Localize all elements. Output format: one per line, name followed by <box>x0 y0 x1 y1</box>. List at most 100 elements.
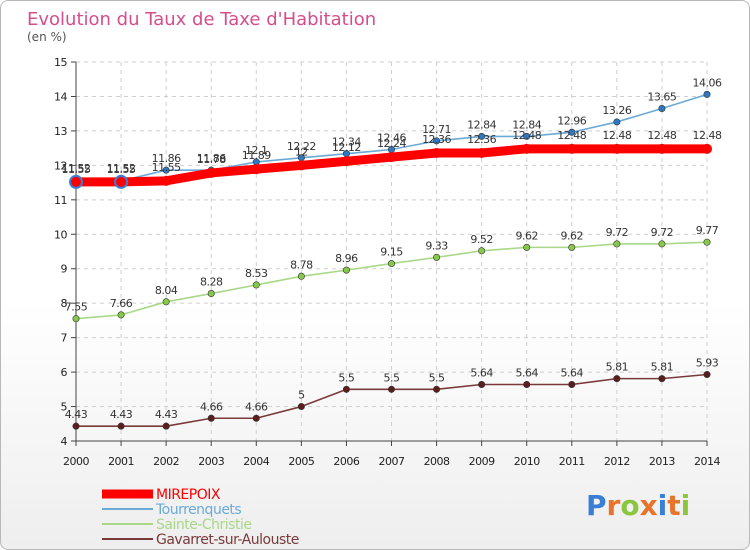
data-label-gavarret-sur-aulouste: 4.43 <box>110 408 133 421</box>
x-tick-label: 2005 <box>288 455 314 468</box>
data-label-sainte-christie: 9.33 <box>425 239 448 252</box>
data-label-sainte-christie: 9.72 <box>651 226 674 239</box>
y-tick-label: 10 <box>54 228 67 241</box>
data-label-sainte-christie: 8.78 <box>290 258 313 271</box>
logo-letter: x <box>639 489 658 522</box>
data-label-tourrenquets: 11.55 <box>62 163 91 176</box>
data-label-gavarret-sur-aulouste: 4.66 <box>245 400 268 413</box>
data-point-tourrenquets <box>478 132 486 140</box>
y-tick-label: 11 <box>54 194 67 207</box>
y-tick-label: 15 <box>54 56 67 69</box>
data-label-gavarret-sur-aulouste: 5.81 <box>651 361 674 374</box>
data-point-gavarret-sur-aulouste <box>342 385 350 393</box>
data-point-tourrenquets <box>568 128 576 136</box>
data-label-gavarret-sur-aulouste: 5.5 <box>338 371 354 384</box>
y-tick-label: 14 <box>54 90 67 103</box>
data-label-sainte-christie: 9.72 <box>606 226 629 239</box>
data-label-tourrenquets: 13.65 <box>647 91 676 104</box>
data-label-tourrenquets: 12.84 <box>467 118 496 131</box>
data-label-sainte-christie: 9.77 <box>696 224 719 237</box>
data-point-sainte-christie <box>387 260 395 268</box>
data-label-sainte-christie: 8.53 <box>245 267 268 280</box>
data-label-gavarret-sur-aulouste: 5.5 <box>429 371 445 384</box>
data-label-mirepoix: 12.12 <box>332 141 361 154</box>
data-point-gavarret-sur-aulouste <box>613 375 621 383</box>
data-point-mirepoix <box>296 160 307 171</box>
data-point-gavarret-sur-aulouste <box>478 380 486 388</box>
data-point-gavarret-sur-aulouste <box>162 422 170 430</box>
data-label-tourrenquets: 12.96 <box>557 114 586 127</box>
data-label-tourrenquets: 11.55 <box>107 163 136 176</box>
data-point-sainte-christie <box>72 315 80 323</box>
data-point-gavarret-sur-aulouste <box>117 422 125 430</box>
data-point-sainte-christie <box>342 266 350 274</box>
data-label-mirepoix: 12.48 <box>647 129 676 142</box>
legend-label-tourrenquets: Tourrenquets <box>155 502 241 518</box>
data-point-tourrenquets <box>703 90 711 98</box>
data-point-mirepoix <box>386 152 397 163</box>
x-tick-label: 2000 <box>63 455 89 468</box>
data-label-sainte-christie: 8.04 <box>155 284 178 297</box>
y-tick-label: 12 <box>54 159 67 172</box>
data-point-mirepoix <box>114 174 129 189</box>
data-label-gavarret-sur-aulouste: 5.81 <box>606 361 629 374</box>
data-point-mirepoix <box>656 143 667 154</box>
data-point-tourrenquets <box>523 132 531 140</box>
data-label-mirepoix: 12.24 <box>377 137 406 150</box>
data-point-gavarret-sur-aulouste <box>433 385 441 393</box>
data-label-sainte-christie: 8.96 <box>335 252 358 265</box>
data-label-gavarret-sur-aulouste: 4.43 <box>65 408 88 421</box>
data-point-sainte-christie <box>613 240 621 248</box>
data-point-sainte-christie <box>478 247 486 255</box>
axis-layer: 4 5 6 7 8 9 10 11 12 13 14 15 2000 2001 2002 2003 2004 20… <box>54 56 721 468</box>
data-point-tourrenquets <box>433 137 441 145</box>
data-label-sainte-christie: 9.52 <box>470 233 493 246</box>
x-tick-label: 2014 <box>694 455 720 468</box>
data-label-gavarret-sur-aulouste: 5.64 <box>515 366 538 379</box>
x-tick-label: 2011 <box>559 455 585 468</box>
logo-letter: t <box>667 489 681 522</box>
data-point-mirepoix <box>476 147 487 158</box>
data-point-mirepoix <box>206 167 217 178</box>
x-tick-label: 2012 <box>604 455 630 468</box>
data-label-tourrenquets: 11.86 <box>197 152 226 165</box>
logo-letter: P <box>586 489 607 522</box>
y-tick-label: 9 <box>61 263 68 276</box>
data-label-gavarret-sur-aulouste: 5.93 <box>696 357 719 370</box>
data-point-gavarret-sur-aulouste <box>297 403 305 411</box>
x-tick-label: 2008 <box>424 455 450 468</box>
data-point-gavarret-sur-aulouste <box>207 414 215 422</box>
data-label-tourrenquets: 14.06 <box>693 76 722 89</box>
data-label-mirepoix: 12.36 <box>422 133 451 146</box>
data-label-sainte-christie: 7.66 <box>110 297 133 310</box>
x-tick-label: 2013 <box>649 455 675 468</box>
x-tick-label: 2002 <box>153 455 179 468</box>
data-point-sainte-christie <box>207 290 215 298</box>
data-label-sainte-christie: 9.62 <box>515 229 538 242</box>
data-point-mirepoix <box>251 164 262 175</box>
data-point-sainte-christie <box>658 240 666 248</box>
data-label-gavarret-sur-aulouste: 5.64 <box>561 366 584 379</box>
x-tick-label: 2009 <box>469 455 495 468</box>
data-point-sainte-christie <box>703 238 711 246</box>
data-label-mirepoix: 11.55 <box>152 161 181 174</box>
data-label-sainte-christie: 7.55 <box>65 301 88 314</box>
data-label-sainte-christie: 8.28 <box>200 276 223 289</box>
data-point-mirepoix <box>69 174 83 189</box>
data-label-mirepoix: 12.48 <box>557 129 586 142</box>
data-label-mirepoix: 11.52 <box>107 162 136 175</box>
data-label-gavarret-sur-aulouste: 5.64 <box>470 366 493 379</box>
data-label-mirepoix: 11.89 <box>242 149 271 162</box>
data-label-tourrenquets: 12.46 <box>377 132 406 145</box>
y-tick-label: 13 <box>54 125 67 138</box>
data-label-gavarret-sur-aulouste: 5.5 <box>384 371 400 384</box>
data-point-mirepoix <box>521 143 532 154</box>
data-label-tourrenquets: 11.86 <box>152 152 181 165</box>
x-tick-label: 2006 <box>333 455 359 468</box>
logo-letter: i <box>657 489 668 522</box>
data-point-sainte-christie <box>252 281 260 289</box>
data-point-gavarret-sur-aulouste <box>252 414 260 422</box>
data-label-tourrenquets: 13.26 <box>602 104 631 117</box>
